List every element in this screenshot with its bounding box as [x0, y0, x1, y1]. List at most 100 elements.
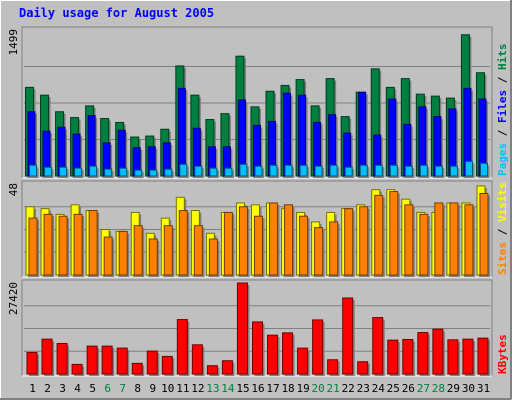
bar-kbytes — [206, 365, 218, 375]
bar-pages — [464, 160, 473, 177]
x-tick-label: 3 — [59, 382, 66, 395]
chart-title: Daily usage for August 2005 — [19, 6, 214, 20]
x-tick-label: 30 — [462, 382, 475, 395]
x-axis-labels: 1 2 3 4 5 6 7 8 9 10 11 12 13 14 15 16 17 18 19 20 21 22 23 24 2… — [29, 382, 490, 395]
legend-entry: Visits — [496, 182, 509, 228]
bar-sites — [389, 191, 399, 276]
bar-kbytes — [191, 344, 203, 375]
bar-sites — [434, 202, 444, 276]
chart-panels: 1499 Pages / Files / Hits 48 Sites / Visits… — [7, 26, 509, 377]
x-tick-label: 28 — [432, 382, 445, 395]
bar-kbytes — [131, 362, 143, 375]
bar-pages — [74, 167, 83, 177]
bar-sites — [479, 192, 489, 276]
bar-pages — [254, 165, 263, 177]
legend: Pages / Files / Hits — [496, 44, 509, 177]
bar-pages — [269, 164, 278, 177]
x-tick-label: 11 — [176, 382, 189, 395]
x-tick-label: 27 — [417, 382, 430, 395]
bar-pages — [29, 164, 37, 177]
legend-entry: / — [496, 228, 509, 242]
legend: Sites / Visits — [496, 182, 509, 275]
bar-kbytes — [251, 321, 263, 375]
x-tick-label: 14 — [221, 382, 235, 395]
bar-kbytes — [327, 359, 339, 375]
bar-kbytes — [477, 337, 489, 375]
bar-files — [283, 92, 292, 177]
bar-kbytes — [462, 338, 474, 375]
bar-kbytes — [116, 347, 128, 375]
bar-sites — [419, 213, 429, 276]
bar-pages — [434, 165, 443, 177]
x-tick-label: 29 — [447, 382, 460, 395]
bar-files — [358, 91, 367, 177]
bar-pages — [164, 168, 173, 177]
bar-pages — [119, 167, 128, 177]
bar-pages — [44, 166, 53, 177]
legend-entry: KBytes — [496, 334, 509, 374]
x-tick-label: 8 — [134, 382, 141, 395]
x-tick-label: 13 — [206, 382, 219, 395]
bar-pages — [134, 169, 143, 177]
bar-kbytes — [41, 338, 53, 375]
bar-sites — [178, 210, 188, 276]
x-tick-label: 22 — [342, 382, 355, 395]
bar-pages — [329, 164, 338, 177]
bar-sites — [269, 202, 279, 276]
bar-sites — [58, 215, 68, 276]
bar-kbytes — [26, 351, 38, 375]
legend-entry: Hits — [496, 44, 509, 77]
x-tick-label: 7 — [119, 382, 126, 395]
x-tick-label: 26 — [402, 382, 415, 395]
bar-pages — [194, 165, 203, 177]
legend-entry: Files — [496, 90, 509, 130]
x-tick-label: 2 — [44, 382, 51, 395]
x-tick-label: 1 — [29, 382, 36, 395]
bar-sites — [284, 204, 294, 276]
x-tick-label: 6 — [104, 382, 111, 395]
panel-hits-files-pages: 1499 Pages / Files / Hits — [7, 26, 509, 179]
bar-kbytes — [372, 317, 384, 375]
bar-kbytes — [357, 361, 369, 375]
legend-entry: / — [496, 76, 509, 90]
bar-pages — [404, 165, 413, 177]
bar-files — [177, 87, 186, 177]
legend-entry: / — [496, 129, 509, 143]
bar-pages — [209, 167, 218, 177]
bar-kbytes — [402, 338, 414, 375]
bar-sites — [299, 215, 309, 276]
bar-pages — [59, 166, 68, 177]
bar-pages — [344, 166, 353, 177]
legend-entry: Sites — [496, 242, 509, 275]
bar-pages — [224, 167, 233, 177]
bar-pages — [479, 162, 488, 177]
x-tick-label: 5 — [89, 382, 96, 395]
bar-pages — [389, 164, 398, 177]
x-tick-label: 23 — [357, 382, 370, 395]
bar-kbytes — [146, 350, 158, 375]
bar-kbytes — [432, 328, 444, 375]
bar-sites — [329, 221, 339, 276]
bar-pages — [104, 168, 113, 177]
bar-pages — [299, 164, 308, 177]
x-tick-label: 17 — [266, 382, 279, 395]
bar-kbytes — [387, 339, 399, 375]
bar-kbytes — [161, 355, 173, 375]
bar-files — [298, 94, 307, 177]
legend-entry: Pages — [496, 143, 509, 176]
bar-sites — [238, 206, 248, 276]
x-tick-label: 12 — [191, 382, 204, 395]
bar-kbytes — [447, 339, 459, 375]
x-tick-label: 31 — [477, 382, 490, 395]
legend: KBytes — [496, 334, 509, 374]
bar-pages — [239, 163, 248, 177]
panel-kbytes: 27420 KBytes — [7, 279, 509, 377]
x-tick-label: 16 — [251, 382, 264, 395]
x-tick-label: 18 — [281, 382, 294, 395]
bar-sites — [73, 213, 83, 276]
x-tick-label: 9 — [149, 382, 156, 395]
bar-pages — [449, 165, 458, 177]
x-tick-label: 19 — [296, 382, 309, 395]
bar-kbytes — [342, 297, 354, 375]
